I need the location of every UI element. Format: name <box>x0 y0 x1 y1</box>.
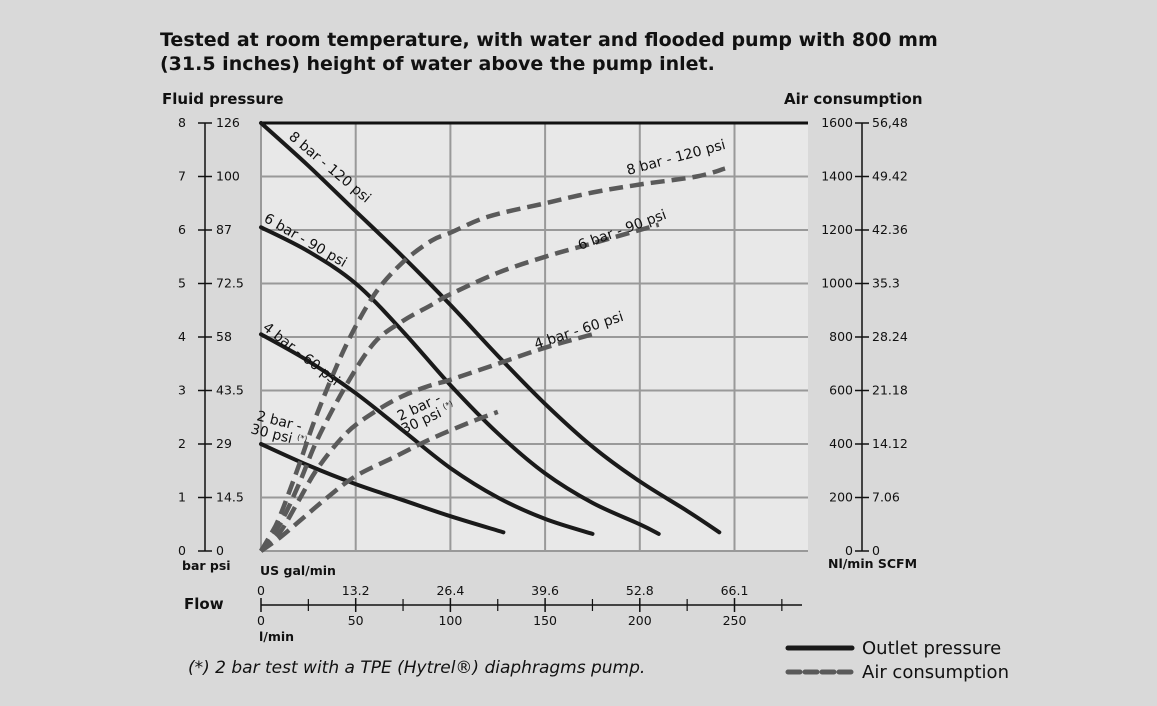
lmin-tick-label-0: 0 <box>257 613 265 628</box>
right-axis-nl-label-0: 0 <box>845 543 853 558</box>
chart-title-line-2: (31.5 inches) height of water above the … <box>160 53 715 75</box>
outlet-pressure-line-2 <box>259 332 595 536</box>
right-axis-nl-label-5: 1000 <box>821 276 853 291</box>
legend: Outlet pressure Air consumption <box>785 638 1009 683</box>
air-consumption-line-4 <box>259 166 726 553</box>
right-axis-nl-label-2: 400 <box>829 436 853 451</box>
left-axis-bar-label-1: 1 <box>178 490 186 505</box>
lmin-axis-label: l/min <box>259 629 294 644</box>
usgal-tick-label-5: 66.1 <box>721 583 749 598</box>
left-axis-bar-label-0: 0 <box>178 543 186 558</box>
left-axis: 0 0 1 14.5 2 29 3 43.5 4 58 5 72.5 6 87 7 100 8 126 <box>178 115 244 558</box>
lmin-tick-label-4: 200 <box>628 613 652 628</box>
flow-label: Flow <box>184 595 224 613</box>
right-axis-scfm-label-1: 7.06 <box>872 490 900 505</box>
right-axis-nl-label-1: 200 <box>829 490 853 505</box>
right-axis-scfm-label-8: 56,48 <box>872 115 908 130</box>
left-axis-psi-label-0: 0 <box>216 543 224 558</box>
usgal-tick-label-3: 39.6 <box>531 583 559 598</box>
lmin-tick-label-2: 100 <box>438 613 462 628</box>
right-axis-scfm-label-6: 42.36 <box>872 222 908 237</box>
left-axis-bar-label-2: 2 <box>178 436 186 451</box>
left-axis-bar-label-8: 8 <box>178 115 186 130</box>
right-axis-nl-label-6: 1200 <box>821 222 853 237</box>
legend-air-consumption-label: Air consumption <box>862 662 1009 683</box>
left-axis-bar-label-5: 5 <box>178 276 186 291</box>
outlet-pressure-line-0 <box>259 121 722 535</box>
lmin-tick-label-5: 250 <box>723 613 747 628</box>
right-axis-nl-label-3: 600 <box>829 383 853 398</box>
left-axis-psi-label-6: 87 <box>216 222 232 237</box>
usgal-tick-label-4: 52.8 <box>626 583 654 598</box>
usgal-axis-label: US gal/min <box>260 563 336 578</box>
left-axis-bar-label-7: 7 <box>178 169 186 184</box>
outlet-pressure-line-3 <box>259 442 506 535</box>
outlet-pressure-line-1 <box>259 225 661 536</box>
usgal-tick-label-1: 13.2 <box>342 583 370 598</box>
lmin-tick-label-1: 50 <box>348 613 364 628</box>
left-axis-bar-label-6: 6 <box>178 222 186 237</box>
usgal-tick-label-0: 0 <box>257 583 265 598</box>
left-axis-psi-label-7: 100 <box>216 169 240 184</box>
left-axis-bar-label-4: 4 <box>178 329 186 344</box>
right-axis-scfm-label-4: 28.24 <box>872 329 908 344</box>
left-axis-psi-label-2: 29 <box>216 436 232 451</box>
left-axis-units: bar psi <box>182 558 231 573</box>
footnote: (*) 2 bar test with a TPE (Hytrel®) diap… <box>188 658 645 678</box>
left-axis-psi-label-3: 43.5 <box>216 383 244 398</box>
right-axis-scfm-label-2: 14.12 <box>872 436 908 451</box>
right-axis-scfm-label-5: 35.3 <box>872 276 900 291</box>
right-axis-scfm-label-3: 21.18 <box>872 383 908 398</box>
right-axis-units: Nl/min SCFM <box>828 556 917 571</box>
right-axis-nl-label-4: 800 <box>829 329 853 344</box>
right-axis-scfm-label-7: 49.42 <box>872 169 908 184</box>
right-axis-nl-label-7: 1400 <box>821 169 853 184</box>
right-axis-nl-label-8: 1600 <box>821 115 853 130</box>
right-axis-scfm-label-0: 0 <box>872 543 880 558</box>
chart-title-line-1: Tested at room temperature, with water a… <box>160 29 938 51</box>
flow-axis: 0 0 13.2 50 26.4 100 39.6 150 52.8 200 66.1 250 <box>257 583 802 628</box>
left-axis-psi-label-8: 126 <box>216 115 240 130</box>
legend-outlet-pressure-label: Outlet pressure <box>862 638 1001 659</box>
air-consumption-line-7 <box>259 409 499 553</box>
series-layer <box>259 121 726 553</box>
left-axis-bar-label-3: 3 <box>178 383 186 398</box>
lmin-tick-label-3: 150 <box>533 613 557 628</box>
left-axis-title: Fluid pressure <box>162 90 284 108</box>
usgal-tick-label-2: 26.4 <box>436 583 464 598</box>
right-axis: 0 0 200 7.06 400 14.12 600 21.18 800 28.24 1000 35.… <box>821 115 908 558</box>
left-axis-psi-label-5: 72.5 <box>216 276 244 291</box>
right-axis-title: Air consumption <box>784 90 923 108</box>
left-axis-psi-label-4: 58 <box>216 329 232 344</box>
left-axis-psi-label-1: 14.5 <box>216 490 244 505</box>
air-consumption-line-5 <box>259 222 660 553</box>
air-consumption-line-6 <box>259 332 594 553</box>
